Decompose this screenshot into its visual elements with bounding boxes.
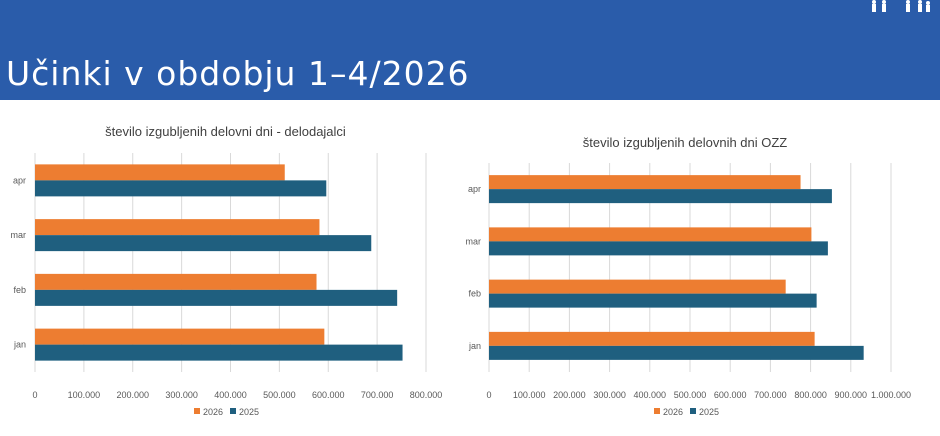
- legend-label: 2025: [699, 407, 719, 417]
- x-tick-label: 800.000: [794, 390, 827, 400]
- y-category-label: mar: [466, 236, 482, 246]
- chart-1: število izgubljenih delovni dni - deloda…: [11, 124, 443, 417]
- slide-title: Učinki v obdobju 1–4/2026: [6, 54, 470, 93]
- bar-2025-mar: [489, 241, 828, 256]
- x-tick-label: 500.000: [674, 390, 707, 400]
- bar-2026-jan: [35, 328, 325, 345]
- chart-2: število izgubljenih delovnih dni OZZ 0 100…: [466, 135, 912, 417]
- bar-2025-apr: [35, 180, 327, 197]
- x-tick-label: 600.000: [312, 390, 345, 400]
- bar-2026-mar: [489, 227, 812, 242]
- legend-label: 2026: [203, 407, 223, 417]
- bar-2026-jan: [489, 331, 815, 346]
- slide-header: Učinki v obdobju 1–4/2026: [0, 0, 940, 100]
- chart-title: število izgubljenih delovnih dni OZZ: [583, 135, 788, 150]
- x-tick-label: 900.000: [835, 390, 868, 400]
- x-tick-label: 200.000: [116, 390, 149, 400]
- x-tick-label: 800.000: [410, 390, 443, 400]
- x-tick-label: 700.000: [754, 390, 787, 400]
- x-tick-label: 100.000: [513, 390, 546, 400]
- legend-swatch: [690, 408, 696, 414]
- x-tick-label: 700.000: [361, 390, 394, 400]
- x-tick-label: 500.000: [263, 390, 296, 400]
- x-tick-label: 1.000.000: [871, 390, 911, 400]
- legend-swatch: [194, 408, 200, 414]
- y-category-label: mar: [11, 230, 27, 240]
- x-tick-label: 300.000: [165, 390, 198, 400]
- x-tick-label: 0: [486, 390, 491, 400]
- people-logo-icon: [872, 0, 930, 12]
- bar-2026-apr: [489, 175, 801, 190]
- chart-title: število izgubljenih delovni dni - deloda…: [105, 124, 346, 139]
- y-category-label: apr: [468, 184, 481, 194]
- legend-swatch: [654, 408, 660, 414]
- legend-label: 2025: [239, 407, 259, 417]
- bar-2025-jan: [489, 345, 864, 360]
- x-tick-label: 200.000: [553, 390, 586, 400]
- x-tick-label: 400.000: [634, 390, 667, 400]
- bar-2026-feb: [489, 279, 786, 294]
- bar-2026-feb: [35, 273, 317, 290]
- bar-2025-feb: [35, 289, 398, 306]
- y-category-label: jan: [13, 340, 26, 350]
- y-category-label: feb: [13, 285, 26, 295]
- x-tick-label: 0: [32, 390, 37, 400]
- bar-2026-apr: [35, 164, 285, 181]
- bar-2025-apr: [489, 189, 832, 204]
- y-category-label: jan: [468, 341, 481, 351]
- x-tick-label: 100.000: [68, 390, 101, 400]
- bar-2025-feb: [489, 293, 817, 308]
- bar-2025-mar: [35, 235, 372, 252]
- legend-swatch: [230, 408, 236, 414]
- bar-2025-jan: [35, 344, 403, 361]
- x-tick-label: 300.000: [593, 390, 626, 400]
- legend-label: 2026: [663, 407, 683, 417]
- x-tick-label: 600.000: [714, 390, 747, 400]
- y-category-label: feb: [468, 289, 481, 299]
- x-tick-label: 400.000: [214, 390, 247, 400]
- y-category-label: apr: [13, 175, 26, 185]
- bar-2026-mar: [35, 219, 320, 236]
